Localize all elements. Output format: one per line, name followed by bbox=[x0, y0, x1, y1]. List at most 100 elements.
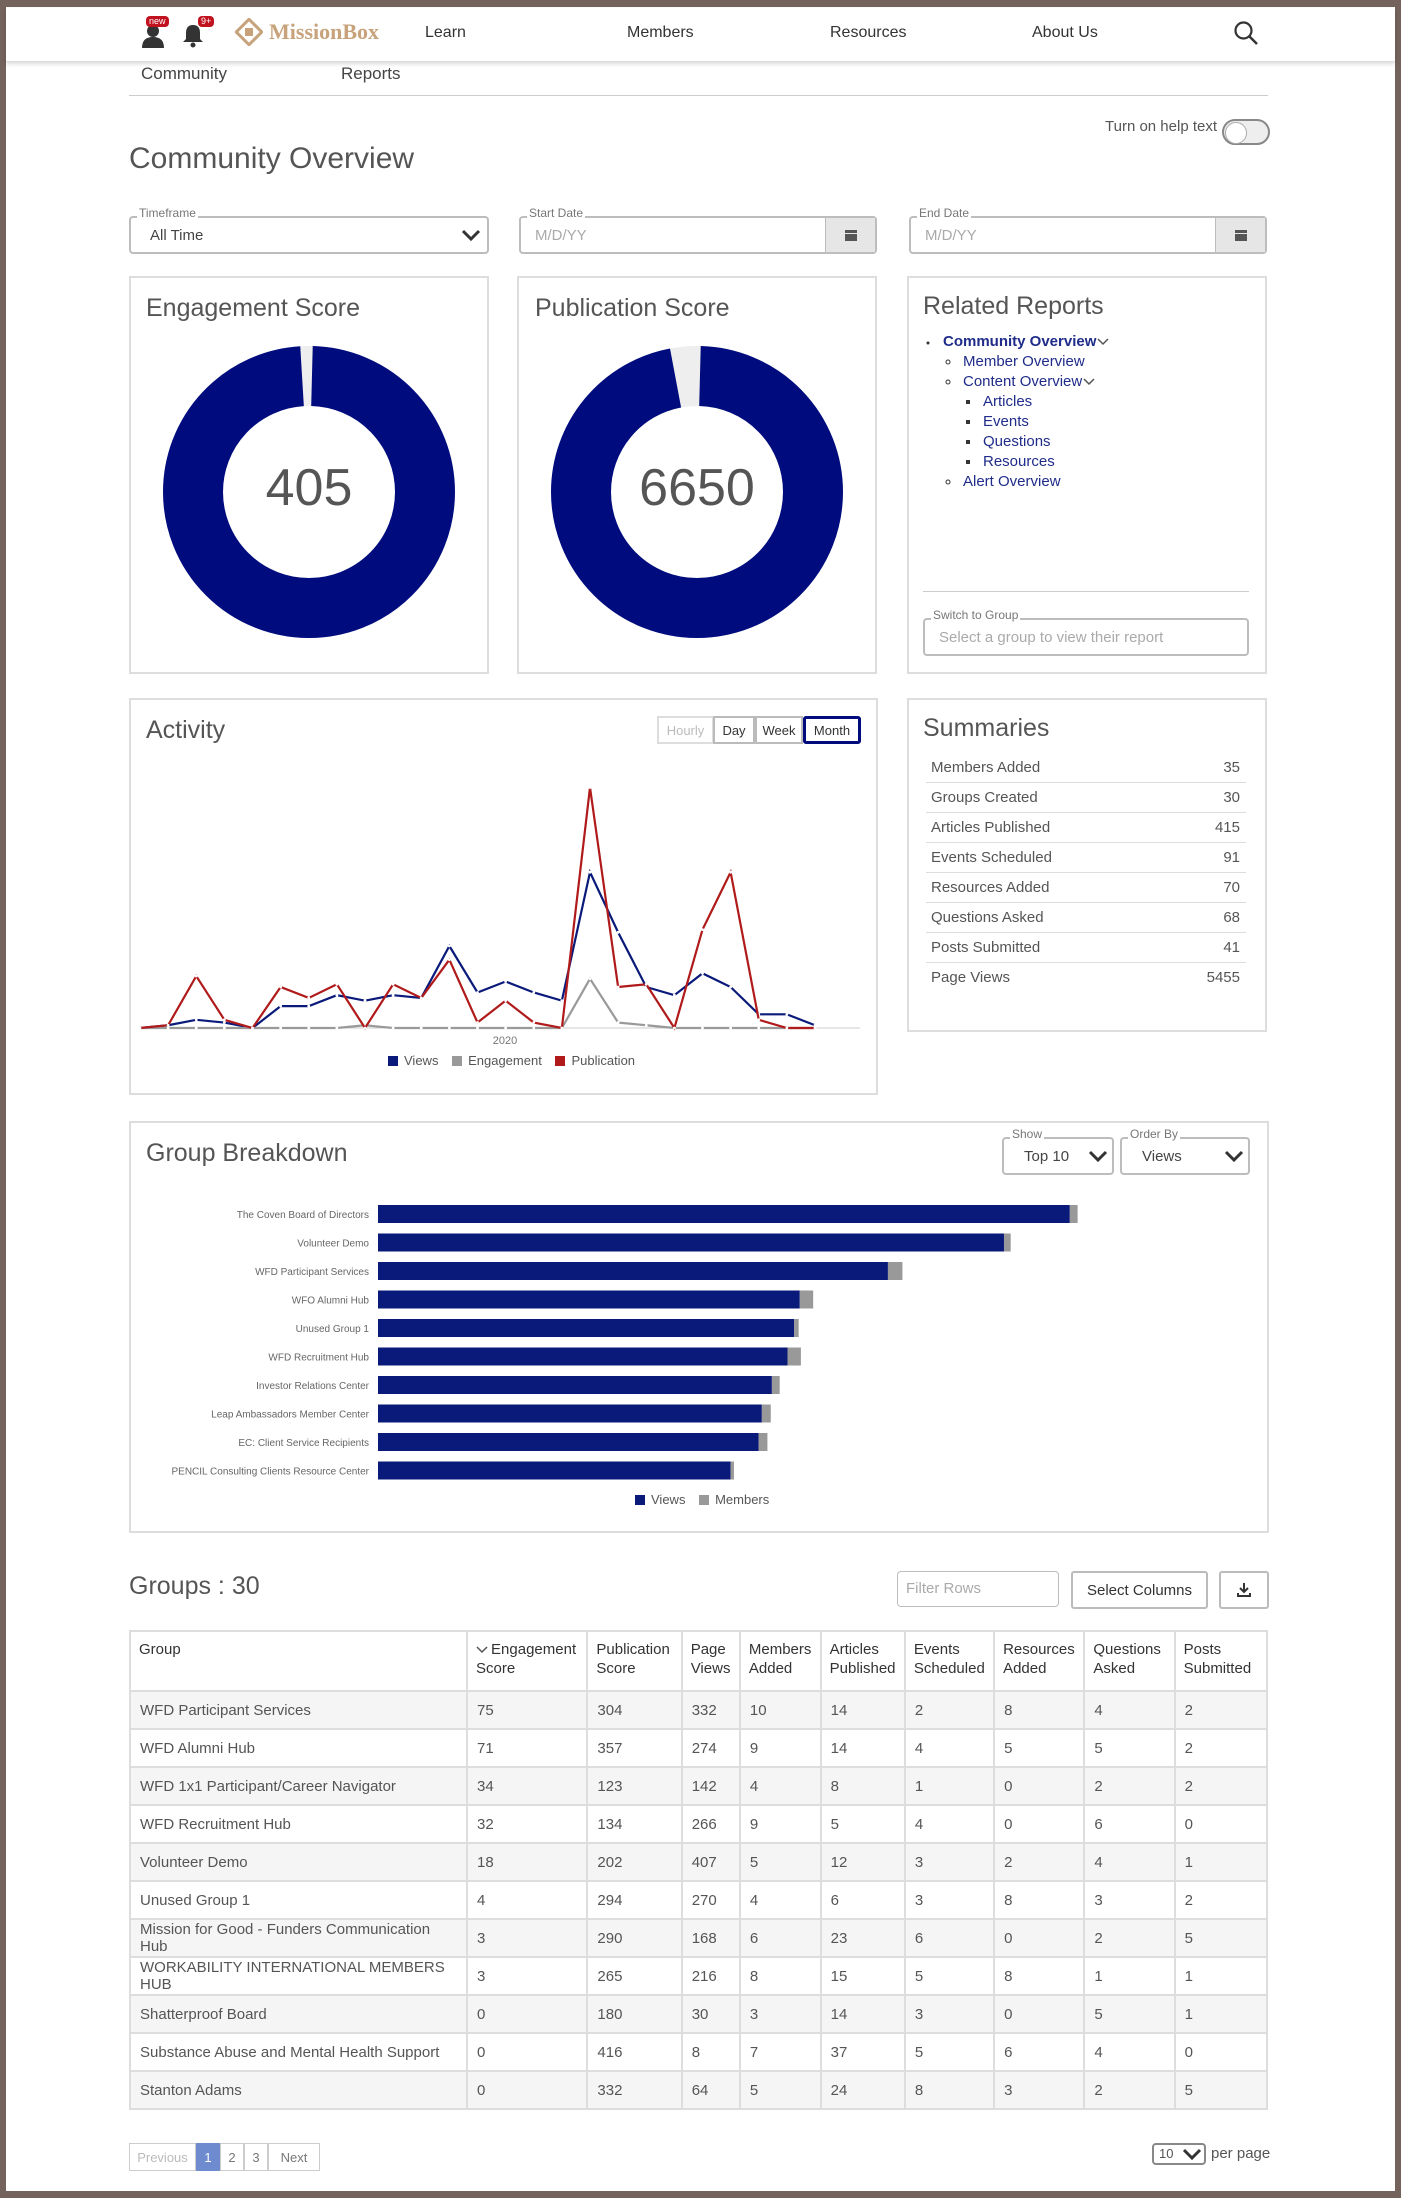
week-button[interactable]: Week bbox=[755, 716, 803, 744]
related-community-overview-link[interactable]: Community Overview bbox=[943, 333, 1097, 350]
data-point bbox=[532, 1021, 536, 1024]
column-header[interactable]: Page Views bbox=[680, 1630, 741, 1692]
column-header[interactable]: Questions Asked bbox=[1083, 1630, 1176, 1692]
data-point bbox=[447, 944, 451, 948]
column-header[interactable]: Group bbox=[128, 1630, 469, 1692]
nav-learn[interactable]: Learn bbox=[425, 24, 466, 41]
order-by-select[interactable]: Order By Views bbox=[1120, 1127, 1250, 1175]
data-point bbox=[194, 974, 198, 978]
select-columns-button[interactable]: Select Columns bbox=[1071, 1571, 1208, 1609]
bar-views bbox=[378, 1404, 762, 1423]
chevron-down-icon[interactable] bbox=[1082, 377, 1096, 387]
nav-resources[interactable]: Resources bbox=[830, 24, 907, 41]
page-1-button[interactable]: 1 bbox=[196, 2143, 220, 2171]
order-by-value: Views bbox=[1142, 1148, 1182, 1165]
help-text-label: Turn on help text bbox=[1105, 118, 1218, 135]
timeframe-select[interactable]: Timeframe All Time bbox=[129, 206, 489, 254]
end-date-field[interactable]: End Date M/D/YY bbox=[909, 206, 1267, 254]
table-cell: 3 bbox=[738, 1994, 822, 2034]
table-cell: 5 bbox=[819, 1804, 906, 1844]
column-header[interactable]: Publication Score bbox=[586, 1630, 683, 1692]
page-3-button[interactable]: 3 bbox=[244, 2143, 268, 2171]
bullet-icon bbox=[945, 479, 951, 485]
table-cell: Volunteer Demo bbox=[128, 1842, 469, 1882]
nav-members[interactable]: Members bbox=[627, 24, 694, 41]
table-cell: 34 bbox=[466, 1766, 589, 1806]
column-header[interactable]: Events Scheduled bbox=[903, 1630, 996, 1692]
publication-arc bbox=[551, 346, 843, 638]
summaries-card bbox=[907, 698, 1267, 1032]
column-header[interactable]: Resources Added bbox=[993, 1630, 1086, 1692]
start-date-field[interactable]: Start Date M/D/YY bbox=[519, 206, 877, 254]
table-row[interactable]: Substance Abuse and Mental Health Suppor… bbox=[128, 2032, 1269, 2072]
table-row[interactable]: WORKABILITY INTERNATIONAL MEMBERS HUB 3 26… bbox=[128, 1956, 1269, 1996]
nav-about-us[interactable]: About Us bbox=[1032, 24, 1098, 41]
column-header[interactable]: Members Added bbox=[738, 1630, 822, 1692]
per-page-select[interactable]: 10 bbox=[1152, 2143, 1206, 2165]
end-date-label: End Date bbox=[917, 206, 972, 220]
table-cell: 274 bbox=[680, 1728, 741, 1768]
table-cell: 0 bbox=[466, 1994, 589, 2034]
data-point bbox=[785, 1012, 789, 1016]
table-row[interactable]: Mission for Good - Funders Communication… bbox=[128, 1918, 1269, 1958]
subnav-community[interactable]: Community bbox=[141, 64, 227, 83]
table-cell: 2 bbox=[1083, 1766, 1176, 1806]
header-text: Views bbox=[690, 1660, 731, 1677]
table-row[interactable]: Volunteer Demo 18 202 407 5 12 3 2 4 1 bbox=[128, 1842, 1269, 1882]
table-row[interactable]: Stanton Adams 0 332 64 5 24 8 3 2 5 bbox=[128, 2070, 1269, 2110]
data-point bbox=[194, 1018, 198, 1022]
table-row[interactable]: Shatterproof Board 0 180 30 3 14 3 0 5 1 bbox=[128, 1994, 1269, 2034]
table-row[interactable]: WFD Alumni Hub 71 357 274 9 14 4 5 5 2 bbox=[128, 1728, 1269, 1768]
related-member-overview-link[interactable]: Member Overview bbox=[963, 353, 1085, 370]
summary-value: 415 bbox=[1214, 819, 1240, 836]
related-events-link[interactable]: Events bbox=[983, 413, 1029, 430]
summary-value: 91 bbox=[1223, 849, 1240, 866]
group-breakdown-title: Group Breakdown bbox=[146, 1139, 348, 1167]
data-point bbox=[222, 1026, 226, 1030]
download-icon[interactable] bbox=[1219, 1571, 1269, 1609]
show-select[interactable]: Show Top 10 bbox=[1002, 1127, 1114, 1175]
summary-row: Resources Added 70 bbox=[926, 873, 1246, 903]
subnav-reports[interactable]: Reports bbox=[341, 64, 401, 83]
search-icon[interactable] bbox=[1233, 20, 1259, 46]
related-resources-link[interactable]: Resources bbox=[983, 453, 1055, 470]
table-row[interactable]: WFD Participant Services 75 304 332 10 14 2 8 4 2 bbox=[128, 1690, 1269, 1730]
calendar-icon[interactable] bbox=[825, 218, 875, 252]
logo[interactable]: MissionBox bbox=[235, 18, 379, 46]
table-cell: 8 bbox=[993, 1690, 1086, 1730]
related-reports-card bbox=[907, 276, 1267, 674]
profile-icon[interactable] bbox=[140, 22, 166, 48]
data-point bbox=[279, 1026, 283, 1030]
help-text-toggle[interactable] bbox=[1222, 119, 1270, 145]
data-point bbox=[588, 870, 592, 874]
previous-page-button[interactable]: Previous bbox=[129, 2143, 196, 2171]
hourly-button[interactable]: Hourly bbox=[657, 716, 714, 744]
related-articles-link[interactable]: Articles bbox=[983, 393, 1033, 410]
column-header[interactable]: Engagement Score bbox=[466, 1630, 589, 1692]
table-row[interactable]: WFD 1x1 Participant/Career Navigator 34 12… bbox=[128, 1766, 1269, 1806]
sort-chevron-icon[interactable] bbox=[476, 1646, 488, 1654]
table-row[interactable]: Unused Group 1 4 294 270 4 6 3 8 3 2 bbox=[128, 1880, 1269, 1920]
summary-row: Events Scheduled 91 bbox=[926, 843, 1246, 873]
month-button[interactable]: Month bbox=[803, 716, 861, 744]
filter-rows-input[interactable]: Filter Rows bbox=[897, 1571, 1059, 1607]
data-point bbox=[616, 930, 620, 934]
page-2-button[interactable]: 2 bbox=[220, 2143, 244, 2171]
day-button[interactable]: Day bbox=[713, 716, 755, 744]
table-cell: 168 bbox=[680, 1918, 741, 1958]
table-row[interactable]: WFD Recruitment Hub 32 134 266 9 5 4 0 6 0 bbox=[128, 1804, 1269, 1844]
column-header[interactable]: Articles Published bbox=[819, 1630, 906, 1692]
bar-members bbox=[787, 1347, 801, 1366]
switch-to-group-field[interactable]: Switch to Group Select a group to view t… bbox=[923, 608, 1249, 656]
related-questions-link[interactable]: Questions bbox=[983, 433, 1051, 450]
related-content-overview-link[interactable]: Content Overview bbox=[963, 373, 1083, 390]
calendar-icon[interactable] bbox=[1215, 218, 1265, 252]
page-title: Community Overview bbox=[129, 142, 415, 175]
bell-icon[interactable] bbox=[180, 22, 206, 48]
table-cell: 12 bbox=[819, 1842, 906, 1882]
related-alert-overview-link[interactable]: Alert Overview bbox=[963, 473, 1061, 490]
column-header[interactable]: Posts Submitted bbox=[1173, 1630, 1269, 1692]
next-page-button[interactable]: Next bbox=[268, 2143, 320, 2171]
chevron-down-icon[interactable] bbox=[1096, 337, 1110, 347]
table-cell: 3 bbox=[903, 1994, 996, 2034]
